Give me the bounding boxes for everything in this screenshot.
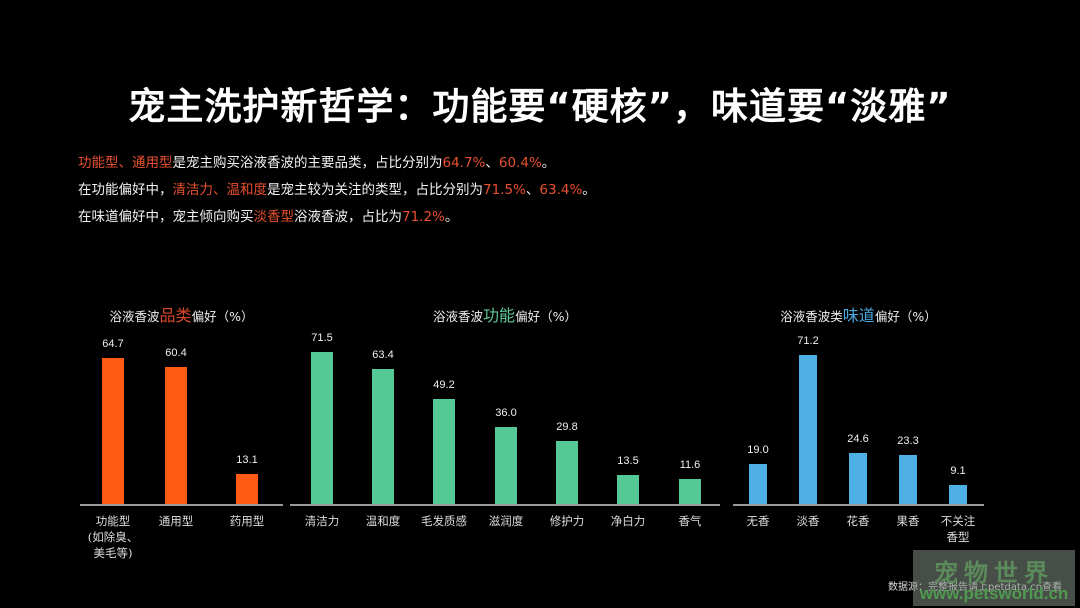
x-tick-label: 功能型 (如除臭、 美毛等) (87, 514, 139, 560)
chart-title-accent: 品类 (159, 306, 192, 325)
x-tick-label: 花香 (846, 514, 870, 528)
highlight-value: 60.4% (498, 155, 542, 171)
highlight-text: 功能型、通用型 (78, 155, 173, 171)
highlight-text: 淡香型 (253, 209, 295, 225)
bar-value-label: 71.2 (797, 335, 819, 347)
x-tick-label: 滋润度 (488, 514, 524, 528)
summary-line-3: 在味道偏好中，宠主倾向购买淡香型浴液香波，占比为71.2%。 (78, 204, 596, 231)
chart-title-post: 偏好（%） (191, 309, 254, 324)
watermark-title: 宠物世界 (934, 558, 1054, 587)
x-tick-label: 不关注 香型 (940, 514, 976, 544)
x-tick-label: 清洁力 (304, 514, 340, 528)
chart-title-accent: 功能 (483, 306, 516, 325)
chart-title-pre: 浴液香波 (433, 309, 484, 324)
bar-value-label: 11.6 (679, 459, 701, 471)
highlight-value: 64.7% (442, 155, 486, 171)
bar (495, 427, 517, 504)
watermark-url: www.petsworld.cn (919, 584, 1069, 603)
bar-value-label: 23.3 (897, 435, 919, 447)
chart-title-pre: 浴液香波 (109, 309, 160, 324)
summary-text-segment: 。 (582, 182, 596, 198)
x-axis-line (80, 504, 283, 506)
bar-value-label: 49.2 (433, 379, 455, 391)
summary-text-segment: 在功能偏好中， (78, 182, 173, 198)
summary-text-segment: 、 (485, 155, 499, 171)
summary-text-segment: 、 (525, 182, 540, 198)
x-axis-line (733, 504, 984, 506)
x-tick-label: 淡香 (796, 514, 820, 528)
highlight-value: 71.5% (483, 182, 526, 198)
page-title: 宠主洗护新哲学：功能要“硬核”，味道要“淡雅” (128, 85, 952, 128)
bar (433, 399, 455, 504)
bar-value-label: 9.1 (950, 465, 966, 477)
summary-line-2: 在功能偏好中，清洁力、温和度是宠主较为关注的类型，占比分别为71.5%、63.4… (78, 177, 596, 204)
bar (372, 369, 394, 504)
bar (165, 367, 187, 504)
highlight-text: 清洁力、温和度 (172, 182, 268, 198)
summary-text-segment: 在味道偏好中，宠主倾向购买 (78, 209, 254, 225)
chart-title-scent: 浴液香波类味道偏好（%） (733, 302, 984, 326)
x-tick-label: 果香 (896, 514, 920, 528)
x-tick-label: 温和度 (365, 514, 401, 528)
bar (799, 355, 817, 504)
summary-text-segment: 浴液香波，占比为 (294, 209, 402, 225)
bar (679, 479, 701, 504)
chart-title-function: 浴液香波功能偏好（%） (290, 302, 720, 326)
highlight-value: 63.4% (539, 182, 583, 198)
bar-value-label: 60.4 (165, 347, 187, 359)
x-axis-line (290, 504, 720, 506)
bar (899, 455, 917, 504)
watermark: 宠物世界 www.petsworld.cn (913, 550, 1075, 606)
bar (949, 485, 967, 504)
x-tick-label: 毛发质感 (421, 514, 467, 528)
x-tick-label: 无香 (746, 514, 770, 528)
bar (749, 464, 767, 504)
summary-line-1: 功能型、通用型是宠主购买浴液香波的主要品类，占比分别为64.7%、60.4%。 (78, 150, 596, 177)
chart-title-category: 浴液香波品类偏好（%） (80, 302, 283, 326)
bar-value-label: 29.8 (556, 421, 578, 433)
bar (102, 358, 124, 504)
bar (236, 474, 258, 504)
x-tick-label: 修护力 (549, 514, 585, 528)
x-tick-label: 净白力 (610, 514, 646, 528)
summary-text: 功能型、通用型是宠主购买浴液香波的主要品类，占比分别为64.7%、60.4%。 … (78, 150, 596, 231)
x-tick-label: 香气 (678, 514, 702, 528)
bar-value-label: 36.0 (495, 407, 517, 419)
bar-value-label: 13.5 (617, 455, 639, 467)
summary-text-segment: 是宠主购买浴液香波的主要品类，占比分别为 (172, 155, 443, 171)
x-tick-label: 药用型 (229, 514, 265, 528)
bar (617, 475, 639, 504)
summary-text-segment: 。 (541, 155, 556, 171)
bar-value-label: 13.1 (236, 454, 258, 466)
chart-title-post: 偏好（%） (515, 309, 577, 324)
chart-title-pre: 浴液香波类 (780, 309, 843, 324)
bar (849, 453, 867, 504)
bar (556, 441, 578, 504)
chart-title-accent: 味道 (842, 306, 875, 325)
bar (311, 352, 333, 504)
bar-value-label: 63.4 (372, 349, 394, 361)
bar-value-label: 71.5 (311, 332, 333, 344)
highlight-value: 71.2% (402, 209, 445, 225)
bar-value-label: 64.7 (102, 338, 124, 350)
bar-value-label: 19.0 (747, 444, 769, 456)
chart-title-post: 偏好（%） (874, 309, 937, 324)
summary-text-segment: 。 (444, 209, 459, 225)
summary-text-segment: 是宠主较为关注的类型，占比分别为 (267, 182, 483, 198)
bar-value-label: 24.6 (847, 433, 869, 445)
x-tick-label: 通用型 (158, 514, 194, 528)
